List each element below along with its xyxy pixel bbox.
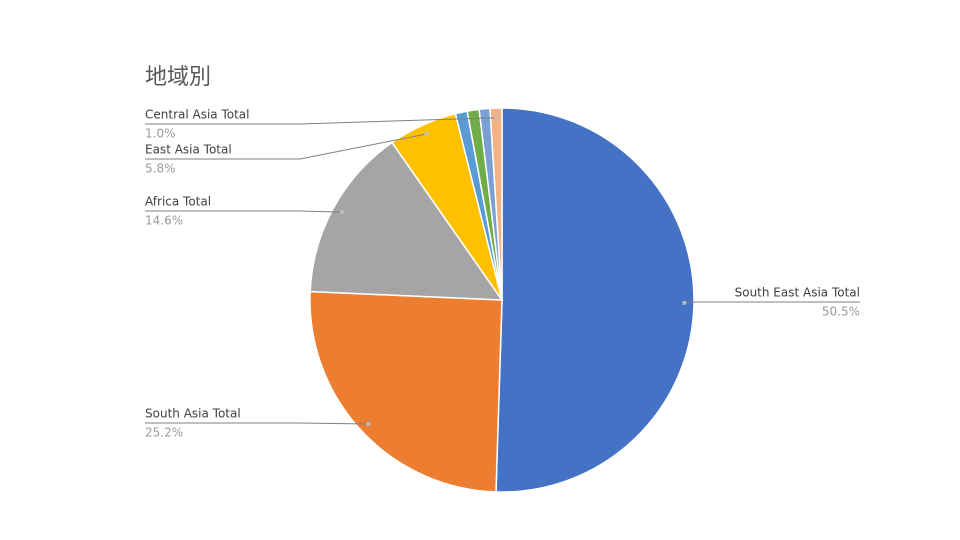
slice-label: Central Asia Total [145,108,250,122]
slice-value-label: 5.8% [145,162,176,176]
leader-dot [340,210,345,215]
slice-value-label: 50.5% [822,305,860,319]
leader-dot [682,300,687,305]
pie-slice [489,107,503,301]
pie-slice [309,141,504,301]
leader-dot [366,422,371,427]
slice-label: South East Asia Total [735,286,860,300]
leader-dot [424,131,429,136]
pie-slice [495,107,695,493]
slice-label: South Asia Total [145,407,241,421]
slice-label: East Asia Total [145,143,232,157]
leader-line [145,210,343,213]
slice-value-label: 14.6% [145,214,183,228]
pie-slice [309,290,503,493]
slice-label: Africa Total [145,195,211,209]
slice-value-label: 1.0% [145,127,176,141]
leader-line [145,422,369,425]
chart-title: 地域別 [145,65,211,90]
leader-line [145,117,497,125]
leader-dot [494,115,499,120]
slice-value-label: 25.2% [145,426,183,440]
leader-line [683,301,860,303]
leader-line [145,133,427,160]
